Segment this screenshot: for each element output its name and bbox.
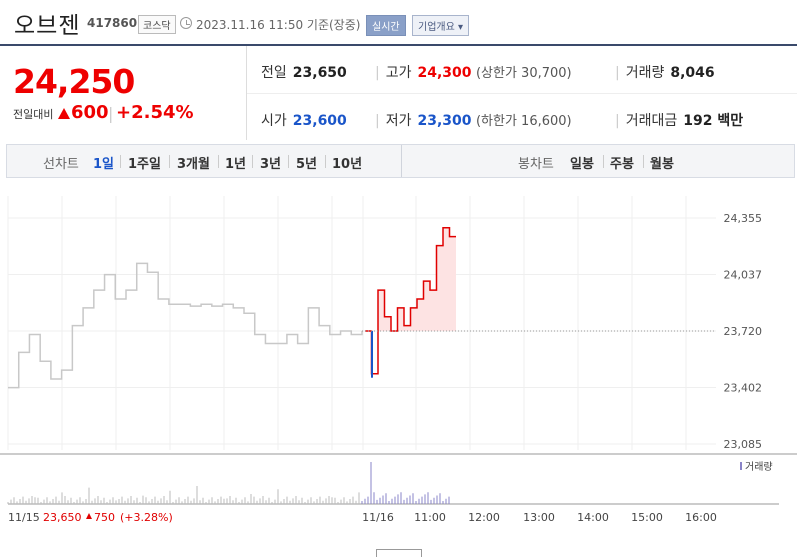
- y-tick-label: 24,037: [724, 269, 763, 282]
- period-3m[interactable]: 3개월: [177, 157, 210, 172]
- clock-icon: [180, 17, 192, 29]
- chart-grid: [0, 196, 797, 505]
- trade-amount: | 거래대금 192 백만: [615, 113, 744, 129]
- period-1y[interactable]: 1년: [225, 157, 247, 172]
- stock-code: 417860: [87, 16, 138, 30]
- candle-weekly[interactable]: 주봉: [610, 157, 634, 172]
- volume-legend-label: 거래량: [745, 461, 773, 473]
- y-tick-label: 23,085: [724, 438, 763, 451]
- x-tick-label: 12:00: [468, 511, 500, 524]
- today-up-area: [365, 227, 456, 331]
- company-overview-dropdown[interactable]: 기업개요 ▾: [412, 15, 469, 36]
- x-tick-label: 16:00: [685, 511, 717, 524]
- market-badge: 코스닥: [138, 15, 176, 34]
- change-divider: |: [108, 104, 114, 123]
- update-datetime: 2023.11.16 11:50 기준(장중): [196, 18, 361, 32]
- summary-row-divider: [247, 93, 797, 94]
- volume: | 거래량 8,046: [615, 65, 715, 81]
- candle-monthly[interactable]: 월봉: [650, 157, 674, 172]
- y-tick-label: 24,355: [724, 212, 763, 225]
- volume-bars: [7, 462, 450, 504]
- prev-day-info: 11/15 23,650 750 (+3.28%): [8, 511, 173, 524]
- period-10y[interactable]: 10년: [332, 157, 363, 172]
- prev-day-polyline: [8, 262, 363, 389]
- period-5y[interactable]: 5년: [296, 157, 318, 172]
- x-tick-label: 15:00: [631, 511, 663, 524]
- price-box: 24,250 전일대비 600 | +2.54%: [6, 46, 246, 140]
- prev-day-change: 750: [94, 511, 115, 524]
- chart-resize-handle[interactable]: [376, 549, 422, 557]
- change-value: 600: [71, 102, 109, 123]
- change-label: 전일대비: [13, 108, 54, 121]
- y-tick-label: 23,720: [724, 325, 763, 338]
- y-tick-label: 23,402: [724, 382, 763, 395]
- today-polyline: [365, 227, 456, 375]
- x-axis-ticks: 11/16 11:00 12:00 13:00 14:00 15:00 16:00: [362, 511, 717, 524]
- stock-name: 오브젠: [14, 13, 81, 39]
- price-chart[interactable]: 24,355 24,037 23,720 23,402 23,085 11/16 11:0…: [0, 180, 797, 557]
- current-price: 24,250: [13, 62, 135, 101]
- period-1w[interactable]: 1주일: [128, 157, 161, 172]
- line-chart-label: 선차트: [43, 157, 79, 172]
- prev-day-pct: (+3.28%): [120, 511, 173, 524]
- prev-day-up-icon: [86, 513, 92, 519]
- period-divider: [401, 145, 402, 177]
- candle-chart-label: 봉차트: [518, 157, 554, 172]
- x-tick-label: 11/16: [362, 511, 394, 524]
- high-price: | 고가 24,300 (상한가 30,700): [375, 65, 572, 81]
- volume-legend: 거래량: [740, 461, 773, 473]
- x-tick-label: 14:00: [577, 511, 609, 524]
- low-price: | 저가 23,300 (하한가 16,600): [375, 113, 572, 129]
- summary-grid: 전일 23,650 | 고가 24,300 (상한가 30,700) | 거래량 8,04…: [246, 46, 797, 140]
- today-line: [365, 227, 456, 378]
- period-1d[interactable]: 1일: [93, 157, 115, 172]
- stock-header: 오브젠 417860 코스닥 2023.11.16 11:50 기준(장중) 실…: [0, 0, 797, 44]
- realtime-button[interactable]: 실시간: [366, 15, 406, 36]
- x-tick-label: 11:00: [414, 511, 446, 524]
- prev-day-line: [8, 262, 363, 389]
- prev-day-date: 11/15: [8, 511, 40, 524]
- volume-legend-swatch: [740, 462, 742, 470]
- prev-close: 전일 23,650: [261, 65, 347, 81]
- up-arrow-icon: [58, 108, 70, 119]
- prev-day-price: 23,650: [43, 511, 82, 524]
- candle-daily[interactable]: 일봉: [570, 157, 594, 172]
- period-selector: 선차트 1일 1주일 3개월 1년 3년 5년 10년 봉차트 일봉 주봉 월봉: [6, 144, 795, 178]
- x-tick-label: 13:00: [523, 511, 555, 524]
- today-fill: [365, 227, 456, 331]
- period-3y[interactable]: 3년: [260, 157, 282, 172]
- y-axis-ticks: 24,355 24,037 23,720 23,402 23,085: [724, 212, 763, 451]
- chart-svg: 24,355 24,037 23,720 23,402 23,085 11/16 11:0…: [0, 196, 797, 524]
- header-divider: [0, 44, 797, 46]
- open-price: 시가 23,600: [261, 113, 347, 129]
- change-percent: +2.54%: [116, 102, 194, 123]
